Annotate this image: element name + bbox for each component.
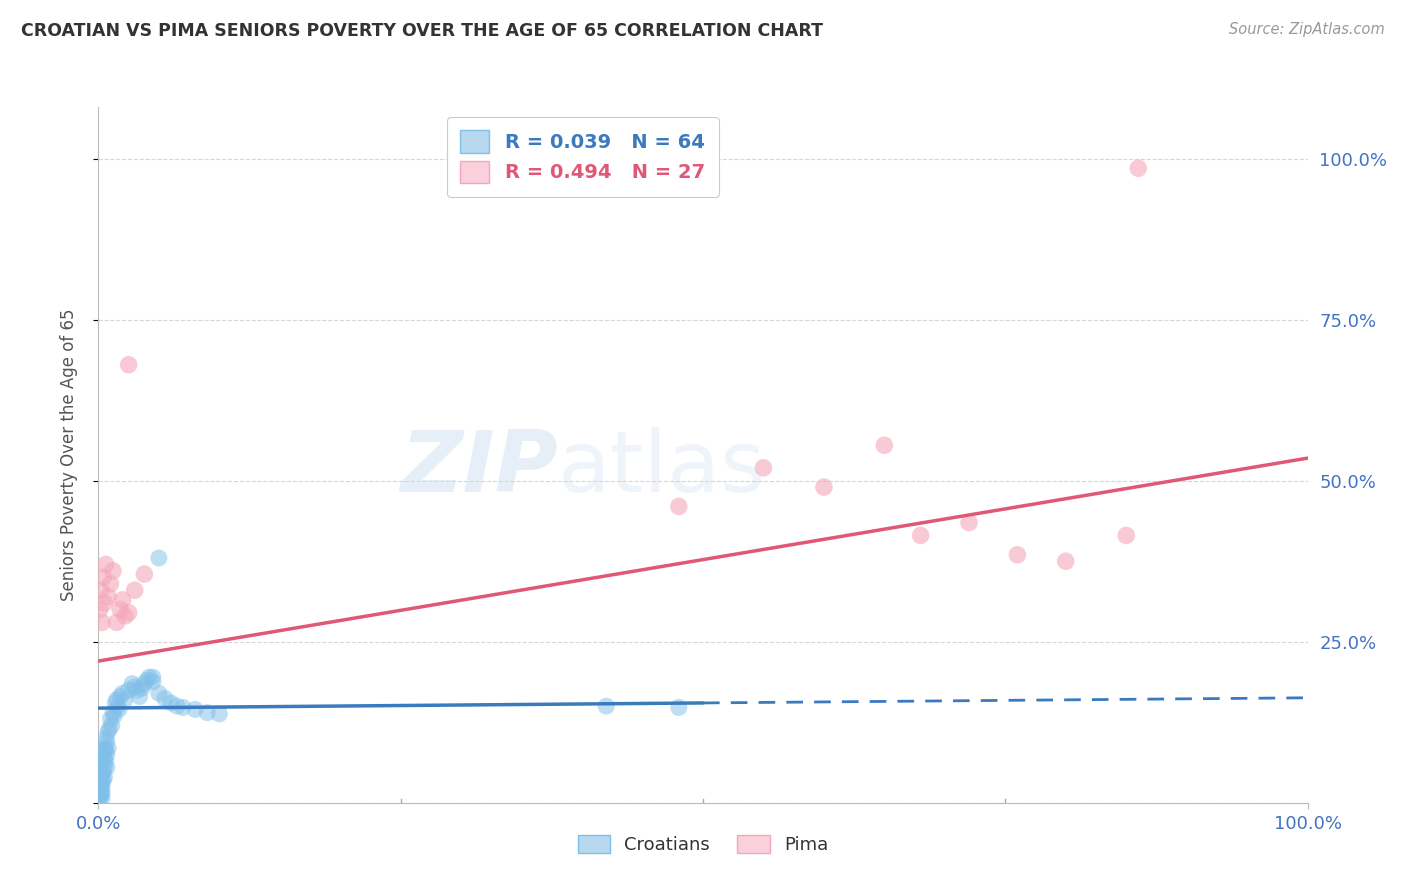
Point <box>89 788 111 802</box>
Point <box>111 686 134 700</box>
Point <box>90 780 112 794</box>
Point <box>93 741 115 756</box>
Point <box>172 700 194 714</box>
Point <box>101 706 124 720</box>
Point <box>94 731 117 746</box>
Point <box>153 691 176 706</box>
Point <box>89 602 111 616</box>
Point <box>91 615 114 630</box>
Text: ZIP: ZIP <box>401 427 558 510</box>
Point <box>97 590 120 604</box>
Point <box>89 783 111 797</box>
Point <box>90 784 112 798</box>
Point <box>752 460 775 475</box>
Text: Source: ZipAtlas.com: Source: ZipAtlas.com <box>1229 22 1385 37</box>
Point <box>595 699 617 714</box>
Point <box>96 734 118 748</box>
Point <box>135 673 157 688</box>
Point <box>91 570 114 584</box>
Point <box>873 438 896 452</box>
Point <box>100 718 122 732</box>
Point <box>91 790 114 805</box>
Point <box>121 676 143 690</box>
Point <box>108 690 131 704</box>
Point <box>114 609 136 624</box>
Point <box>97 741 120 756</box>
Point <box>93 596 115 610</box>
Point <box>96 760 118 774</box>
Point <box>208 706 231 721</box>
Point <box>90 773 112 788</box>
Point <box>93 760 115 774</box>
Point <box>91 744 114 758</box>
Point <box>91 781 114 796</box>
Point <box>1007 548 1029 562</box>
Point <box>100 712 122 726</box>
Y-axis label: Seniors Poverty Over the Age of 65: Seniors Poverty Over the Age of 65 <box>59 309 77 601</box>
Point <box>89 786 111 800</box>
Point <box>184 702 207 716</box>
Point <box>105 692 128 706</box>
Point <box>90 583 112 598</box>
Point <box>957 516 980 530</box>
Point <box>108 702 131 716</box>
Point <box>118 606 141 620</box>
Point <box>91 773 114 788</box>
Point <box>91 756 114 770</box>
Point <box>668 500 690 514</box>
Point <box>94 743 117 757</box>
Point <box>131 681 153 695</box>
Point <box>94 558 117 572</box>
Point <box>94 754 117 768</box>
Point <box>160 696 183 710</box>
Point <box>148 686 170 700</box>
Point <box>108 602 131 616</box>
Point <box>101 564 124 578</box>
Point <box>166 699 188 714</box>
Point <box>98 722 121 736</box>
Point <box>111 592 134 607</box>
Point <box>93 770 115 784</box>
Point <box>97 725 120 739</box>
Point <box>195 706 218 720</box>
Point <box>90 764 112 778</box>
Point <box>128 690 150 704</box>
Point <box>134 567 156 582</box>
Point <box>89 790 111 805</box>
Point <box>105 615 128 630</box>
Text: atlas: atlas <box>558 427 766 510</box>
Point <box>104 696 127 710</box>
Point <box>100 576 122 591</box>
Point <box>114 692 136 706</box>
Legend: Croatians, Pima: Croatians, Pima <box>568 826 838 863</box>
Point <box>91 786 114 800</box>
Point <box>1115 528 1137 542</box>
Point <box>124 583 146 598</box>
Point <box>96 747 118 762</box>
Point <box>91 764 114 779</box>
Point <box>668 700 690 714</box>
Point <box>148 551 170 566</box>
Point <box>813 480 835 494</box>
Point <box>127 683 149 698</box>
Point <box>134 676 156 690</box>
Point <box>910 528 932 542</box>
Point <box>93 750 115 764</box>
Point <box>124 680 146 694</box>
Text: CROATIAN VS PIMA SENIORS POVERTY OVER THE AGE OF 65 CORRELATION CHART: CROATIAN VS PIMA SENIORS POVERTY OVER TH… <box>21 22 823 40</box>
Point <box>118 683 141 698</box>
Point <box>90 789 112 804</box>
Point <box>142 670 165 684</box>
Point <box>118 358 141 372</box>
Point <box>91 766 114 781</box>
Point <box>138 670 160 684</box>
Point <box>1128 161 1150 176</box>
Point <box>107 699 129 714</box>
Point <box>91 776 114 790</box>
Point <box>103 708 125 723</box>
Point <box>1054 554 1077 568</box>
Point <box>142 674 165 689</box>
